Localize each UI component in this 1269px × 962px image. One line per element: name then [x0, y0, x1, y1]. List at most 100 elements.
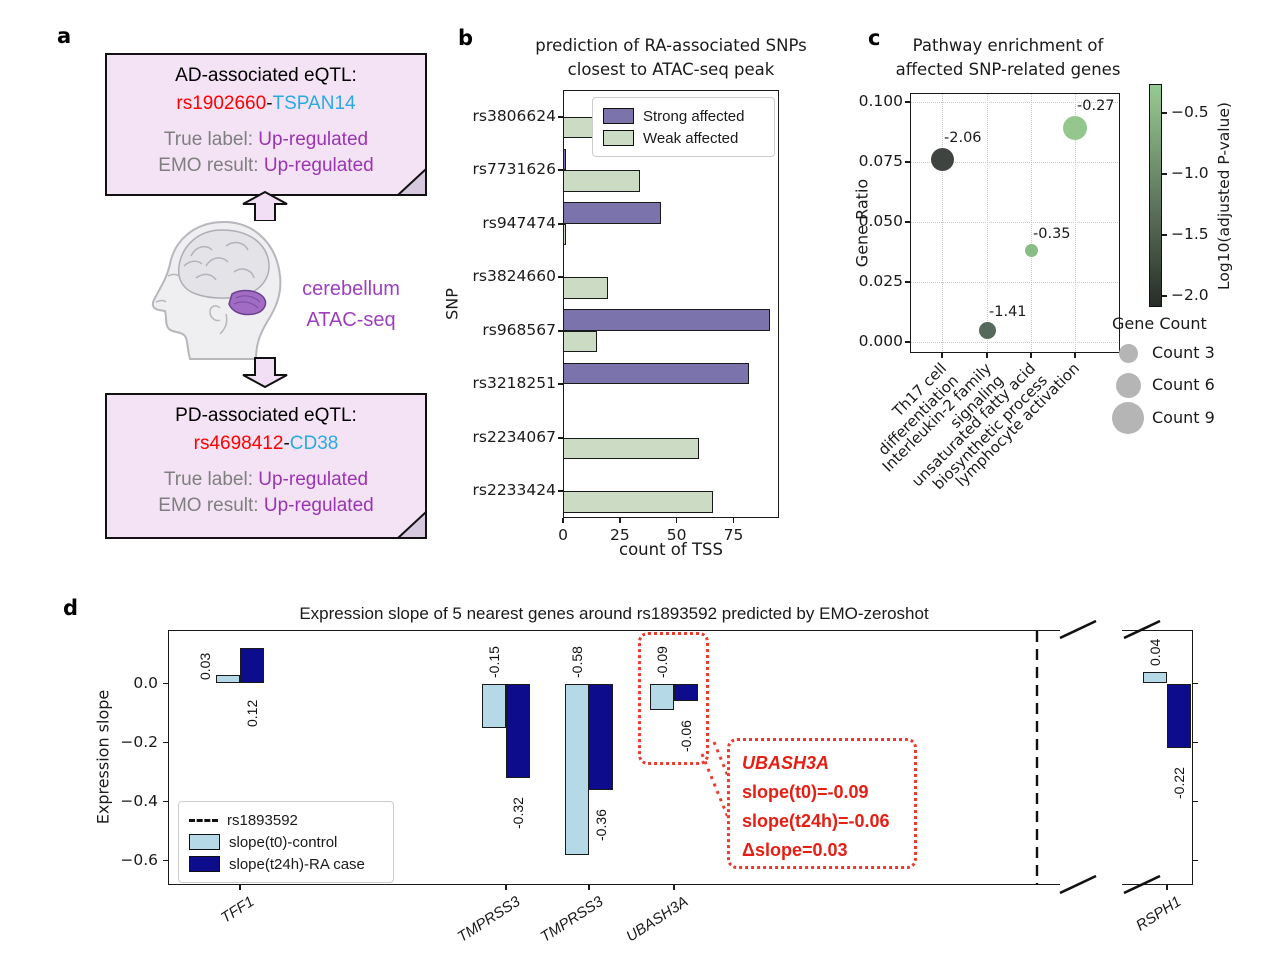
b-xtick-50 — [675, 518, 678, 523]
c-ytick-label: 0.000 — [858, 332, 903, 350]
c-ytick — [905, 341, 910, 343]
brain-outline — [177, 229, 270, 299]
legend-item-weak-affected: Weak affected — [603, 127, 764, 149]
c-xtick — [1074, 353, 1076, 358]
d-ytick — [163, 682, 168, 685]
brain-head-illustration — [151, 220, 282, 360]
panel-c-title-line2: affected SNP-related genes — [895, 60, 1121, 79]
bar-value-TFF1-t24h: 0.12 — [244, 699, 260, 727]
pd-emo-key: EMO result: — [158, 495, 259, 516]
bar-weak-rs7731626 — [563, 170, 641, 192]
bar-TMPRSS3-t0 — [482, 683, 506, 728]
c-ytick-label: 0.025 — [858, 272, 903, 290]
panel-d-main-plot — [168, 630, 1060, 885]
bar-strong-rs947474 — [563, 202, 661, 224]
c-xtick — [1030, 353, 1032, 358]
d-ytick — [163, 800, 168, 803]
cbar-tick-label: −2.0 — [1171, 286, 1209, 304]
c-ytick-label: 0.075 — [858, 152, 903, 170]
legend-item-rs1893592: rs1893592 — [189, 809, 383, 831]
b-ytick-rs3824660 — [558, 276, 563, 279]
d-ytick-label: −0.2 — [120, 732, 158, 751]
d-xtick-label-TFF1: TFF1 — [217, 893, 258, 927]
cbar-tick — [1162, 112, 1167, 114]
arrow-down-icon — [242, 357, 288, 388]
bar-value-TMPRSS3-t0: -0.58 — [569, 645, 585, 678]
d-ytick-label: −0.6 — [120, 850, 158, 869]
bubble-3 — [1063, 116, 1087, 141]
bar-weak-rs2234067 — [563, 437, 700, 460]
weak-affected-swatch — [603, 130, 634, 146]
c-gridline-x — [942, 93, 943, 353]
bar-value-RSPH1-t0: 0.04 — [1147, 638, 1163, 666]
bar-TMPRSS3-t24h — [589, 683, 613, 790]
c-gridline-x — [1031, 93, 1032, 353]
bar-TMPRSS3-t0 — [565, 683, 589, 855]
c-ytick — [905, 221, 910, 223]
brain-gyri-lines — [183, 241, 255, 281]
b-xtick-label-25: 25 — [609, 526, 630, 544]
b-xtick-25 — [619, 518, 621, 523]
strong-affected-swatch — [603, 108, 634, 124]
b-ytick-rs2234067 — [558, 436, 563, 439]
bar-strong-rs968567 — [563, 309, 770, 331]
legend-item-strong-affected: Strong affected — [603, 105, 764, 127]
bar-RSPH1-t24h — [1167, 683, 1191, 749]
pd-true-label-key: True label: — [163, 469, 253, 490]
b-ytick-label-rs2233424: rs2233424 — [472, 481, 556, 500]
panel-c-title-line1: Pathway enrichment of — [912, 36, 1104, 55]
bar-weak-rs3806624 — [563, 116, 593, 139]
panel-b-ylabel: SNP — [442, 288, 462, 320]
panel-d-legend: rs1893592 slope(t0)-control slope(t24h)-… — [178, 801, 394, 883]
b-ytick-rs2233424 — [558, 490, 563, 493]
gene-count-circle-1 — [1118, 343, 1138, 363]
bar-value-TFF1-t0: 0.03 — [197, 652, 213, 680]
d-xtick-TFF1 — [239, 885, 241, 890]
ad-emo-result-line: EMO result: Up-regulated — [107, 153, 425, 179]
panel-b-title-line1: prediction of RA-associated SNPs — [535, 36, 807, 55]
d-xtick-TMPRSS3 — [505, 885, 507, 890]
ad-emo-key: EMO result: — [158, 155, 259, 176]
ad-eqtl-box: AD-associated eQTL: rs1902660-TSPAN14 Tr… — [105, 53, 427, 196]
d-right-ytick — [1193, 859, 1198, 862]
ad-true-label-value: Up-regulated — [258, 129, 369, 150]
b-xtick-0 — [562, 518, 564, 523]
cbar-tick — [1162, 234, 1167, 236]
d-ytick — [163, 859, 168, 862]
brain-caption: cerebellum ATAC-seq — [286, 274, 416, 336]
colorbar — [1149, 84, 1162, 307]
c-xtick — [986, 353, 988, 358]
bar-value-TMPRSS3-t0: -0.15 — [486, 645, 502, 678]
dogear-icon — [397, 166, 427, 196]
b-ytick-label-rs3218251: rs3218251 — [472, 374, 556, 393]
t24h-ra-case-swatch — [189, 856, 220, 872]
bar-RSPH1-t0 — [1143, 671, 1167, 684]
pd-eqtl-box: PD-associated eQTL: rs4698412-CD38 True … — [105, 393, 427, 539]
panel-a-label: a — [57, 24, 72, 48]
arrow-up-icon — [242, 191, 288, 221]
axis-break-slash-icon — [1059, 619, 1097, 640]
bubble-1 — [978, 321, 996, 339]
bar-weak-rs968567 — [563, 330, 598, 353]
pd-box-gene-line: rs4698412-CD38 — [107, 432, 425, 456]
ad-true-label-line: True label: Up-regulated — [107, 127, 425, 153]
c-gridline-y — [910, 282, 1120, 283]
d-right-ytick — [1193, 800, 1198, 803]
annotation-line2: slope(t24h)=-0.06 — [742, 811, 890, 831]
bar-TFF1-t24h — [240, 648, 264, 684]
c-ytick-label: 0.100 — [858, 92, 903, 110]
c-xtick — [941, 353, 943, 358]
d-xtick-label-RSPH1: RSPH1 — [1133, 893, 1185, 935]
b-ytick-label-rs7731626: rs7731626 — [472, 160, 556, 179]
bar-TFF1-t0 — [216, 674, 240, 684]
panel-b-title-line2: closest to ATAC-seq peak — [567, 60, 775, 79]
ad-emo-value: Up-regulated — [263, 155, 374, 176]
pd-box-title: PD-associated eQTL: — [175, 405, 357, 426]
d-ytick-label: 0.0 — [133, 673, 158, 692]
panel-d-title: Expression slope of 5 nearest genes arou… — [299, 604, 929, 623]
b-ytick-label-rs3824660: rs3824660 — [472, 267, 556, 286]
weak-affected-label: Weak affected — [643, 129, 739, 147]
ad-gene-name: TSPAN14 — [272, 93, 356, 114]
ubash3a-annotation-box: UBASH3A slope(t0)=-0.09 slope(t24h)=-0.0… — [727, 738, 917, 869]
